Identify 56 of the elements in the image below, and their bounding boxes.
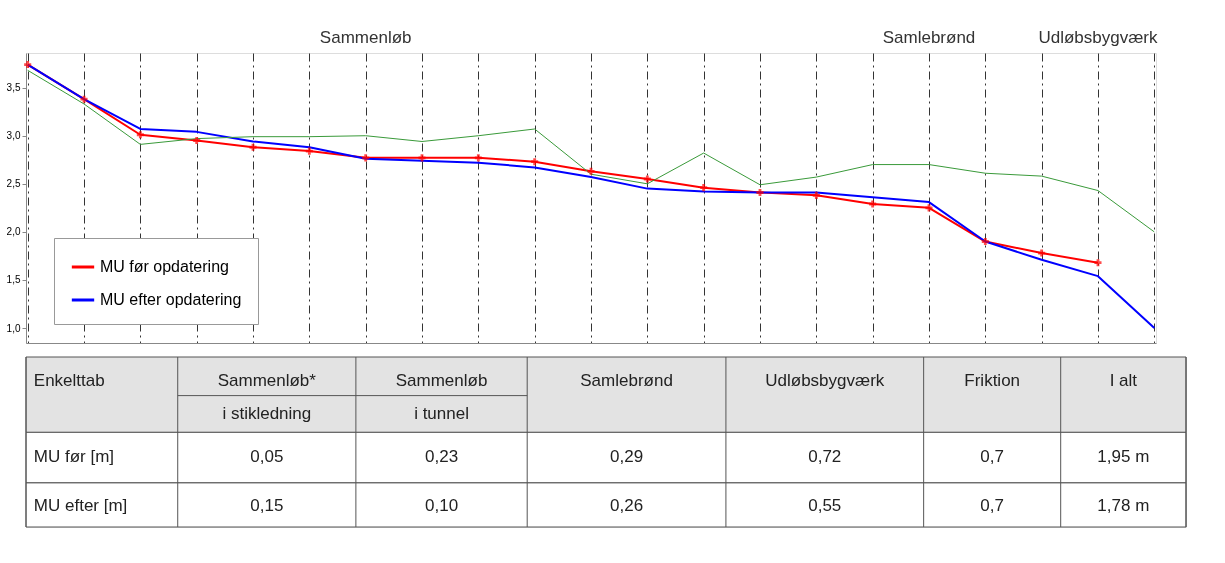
text: MU efter [m] [33, 495, 128, 515]
text: 0,15 [250, 495, 284, 515]
point [24, 61, 32, 69]
point [1094, 259, 1102, 267]
text: i stikledning [222, 403, 312, 423]
text: 0,05 [250, 447, 284, 467]
point [80, 95, 88, 103]
legend-label: MU før opdatering [100, 258, 229, 275]
y-tick-label: 3,0 [6, 130, 21, 142]
point [981, 237, 989, 246]
text: 0,10 [425, 495, 459, 515]
text: Sammenløb* [217, 370, 317, 390]
text: Udløbsbygværk [1038, 28, 1158, 47]
line-series [26, 63, 1156, 330]
text: 0,55 [808, 495, 842, 515]
text: Enkelttab [33, 370, 105, 390]
text: Sammenløb [319, 28, 412, 47]
y-tick-label: 1,5 [6, 274, 21, 286]
point [1038, 249, 1046, 257]
text: 0,72 [808, 447, 842, 467]
y-tick-label: 2,5 [6, 178, 21, 190]
text: 0,7 [980, 447, 1004, 467]
y-tick-label: 3,5 [6, 82, 21, 94]
point [249, 143, 257, 151]
point [474, 154, 482, 162]
text: Samlebrønd [580, 370, 673, 390]
text: MU før [m] [33, 447, 115, 467]
text: Sammenløb [395, 370, 488, 390]
point [193, 136, 201, 145]
point [756, 188, 764, 197]
text: Friktion [964, 370, 1021, 390]
point [925, 204, 933, 212]
text: Samlebrønd [882, 28, 976, 47]
text: 1,95 m [1097, 447, 1150, 467]
text: 0,29 [610, 447, 644, 467]
point [531, 158, 539, 166]
point [362, 154, 370, 162]
point [869, 200, 877, 208]
point [700, 184, 708, 192]
y-tick-label: 1,0 [6, 322, 21, 334]
text: 0,23 [425, 447, 459, 467]
line-series [27, 69, 1155, 233]
point [418, 154, 426, 162]
text: I alt [1109, 370, 1138, 390]
text: i tunnel [414, 403, 469, 423]
text: 0,26 [610, 495, 644, 515]
point [136, 131, 144, 139]
point [305, 147, 313, 155]
y-tick-label: 2,0 [6, 226, 21, 238]
text: 1,78 m [1097, 495, 1150, 515]
point [587, 167, 595, 175]
point [643, 175, 651, 183]
text: 0,7 [980, 495, 1004, 515]
point [812, 191, 820, 199]
text: Udløbsbygværk [765, 370, 885, 390]
legend-label: MU efter opdatering [100, 291, 242, 308]
